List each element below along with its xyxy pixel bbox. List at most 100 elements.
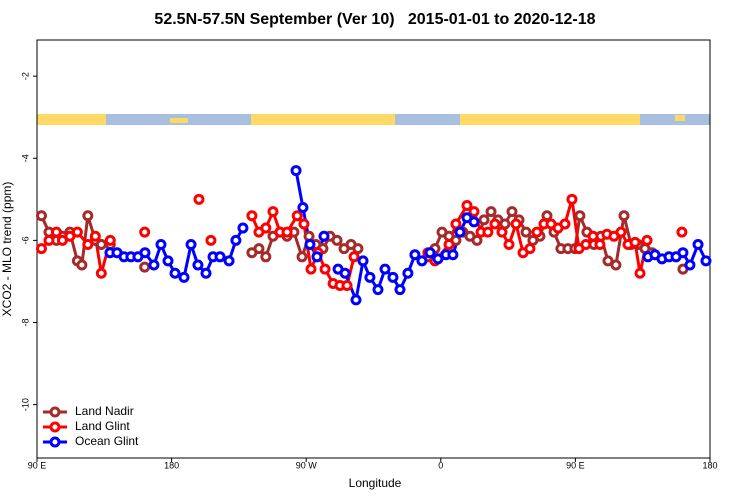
- data-point: [169, 267, 181, 279]
- data-point: [676, 226, 688, 238]
- y-tick-label: -4: [20, 154, 30, 162]
- data-point: [185, 238, 197, 250]
- data-point: [76, 259, 88, 271]
- data-point: [178, 271, 190, 283]
- data-point: [139, 261, 151, 273]
- data-point: [341, 280, 353, 292]
- data-point: [104, 234, 116, 246]
- data-point: [35, 243, 47, 255]
- data-point: [89, 230, 101, 242]
- data-point: [298, 218, 310, 230]
- data-point: [587, 230, 599, 242]
- data-point: [641, 234, 653, 246]
- data-point: [485, 206, 497, 218]
- data-point: [205, 234, 217, 246]
- data-point: [357, 255, 369, 267]
- data-point: [684, 259, 696, 271]
- data-point: [281, 226, 293, 238]
- x-tick-label: 180: [702, 460, 717, 470]
- map-strip: [37, 114, 710, 125]
- x-tick-label: 90 W: [296, 460, 318, 470]
- data-point: [223, 255, 235, 267]
- data-point: [352, 243, 364, 255]
- data-point: [524, 243, 536, 255]
- data-point: [559, 218, 571, 230]
- y-tick-label: -6: [20, 236, 30, 244]
- data-point: [478, 214, 490, 226]
- data-point: [311, 251, 323, 263]
- data-point: [432, 253, 444, 265]
- data-point: [580, 238, 592, 250]
- data-point: [290, 165, 302, 177]
- data-point: [260, 222, 272, 234]
- data-point: [318, 230, 330, 242]
- data-point: [454, 226, 466, 238]
- data-point: [331, 234, 343, 246]
- data-point: [416, 255, 428, 267]
- data-point: [615, 226, 627, 238]
- data-point: [450, 218, 462, 230]
- data-point: [155, 238, 167, 250]
- legend-label: Land Glint: [75, 419, 130, 433]
- data-point: [237, 222, 249, 234]
- x-tick-label: 0: [438, 460, 443, 470]
- data-point: [424, 247, 436, 259]
- data-point: [379, 263, 391, 275]
- data-point: [82, 238, 94, 250]
- data-point: [700, 255, 712, 267]
- y-axis-label: XCO2 - MLO trend (ppm): [0, 182, 14, 317]
- data-point: [506, 206, 518, 218]
- x-tick-label: 90 E: [566, 460, 585, 470]
- data-point: [510, 218, 522, 230]
- data-point: [260, 251, 272, 263]
- data-point: [602, 255, 614, 267]
- legend-marker: [49, 406, 61, 418]
- data-point: [348, 251, 360, 263]
- data-point: [520, 226, 532, 238]
- data-point: [629, 236, 641, 248]
- data-point: [296, 251, 308, 263]
- data-point: [267, 206, 279, 218]
- legend-marker: [49, 421, 61, 433]
- data-point: [82, 210, 94, 222]
- data-point: [253, 243, 265, 255]
- data-point: [200, 267, 212, 279]
- data-point: [503, 238, 515, 250]
- data-point: [461, 199, 473, 211]
- data-point: [489, 218, 501, 230]
- data-point: [35, 210, 47, 222]
- data-point: [291, 210, 303, 222]
- legend-label: Land Nadir: [75, 404, 134, 418]
- y-tick-label: -8: [20, 318, 30, 326]
- data-point: [297, 202, 309, 214]
- data-point: [95, 238, 107, 250]
- data-point: [443, 238, 455, 250]
- data-point: [192, 259, 204, 271]
- data-point: [372, 284, 384, 296]
- data-point: [193, 193, 205, 205]
- data-point: [387, 271, 399, 283]
- data-point: [394, 284, 406, 296]
- data-point: [471, 234, 483, 246]
- plot-frame: [36, 39, 711, 459]
- data-point: [594, 238, 606, 250]
- data-point: [634, 267, 646, 279]
- data-point: [214, 251, 226, 263]
- data-point: [618, 210, 630, 222]
- y-tick-label: -2: [20, 72, 30, 80]
- x-tick-label: 90 E: [28, 460, 47, 470]
- map-ocean: [395, 114, 460, 125]
- data-point: [531, 226, 543, 238]
- legend-label: Ocean Glint: [75, 434, 139, 448]
- data-point: [350, 294, 362, 306]
- x-axis-label: Longitude: [349, 476, 402, 490]
- data-point: [162, 255, 174, 267]
- data-point: [574, 210, 586, 222]
- data-point: [610, 259, 622, 271]
- data-point: [402, 267, 414, 279]
- data-point: [139, 226, 151, 238]
- data-point: [496, 226, 508, 238]
- data-point: [305, 263, 317, 275]
- data-point: [230, 234, 242, 246]
